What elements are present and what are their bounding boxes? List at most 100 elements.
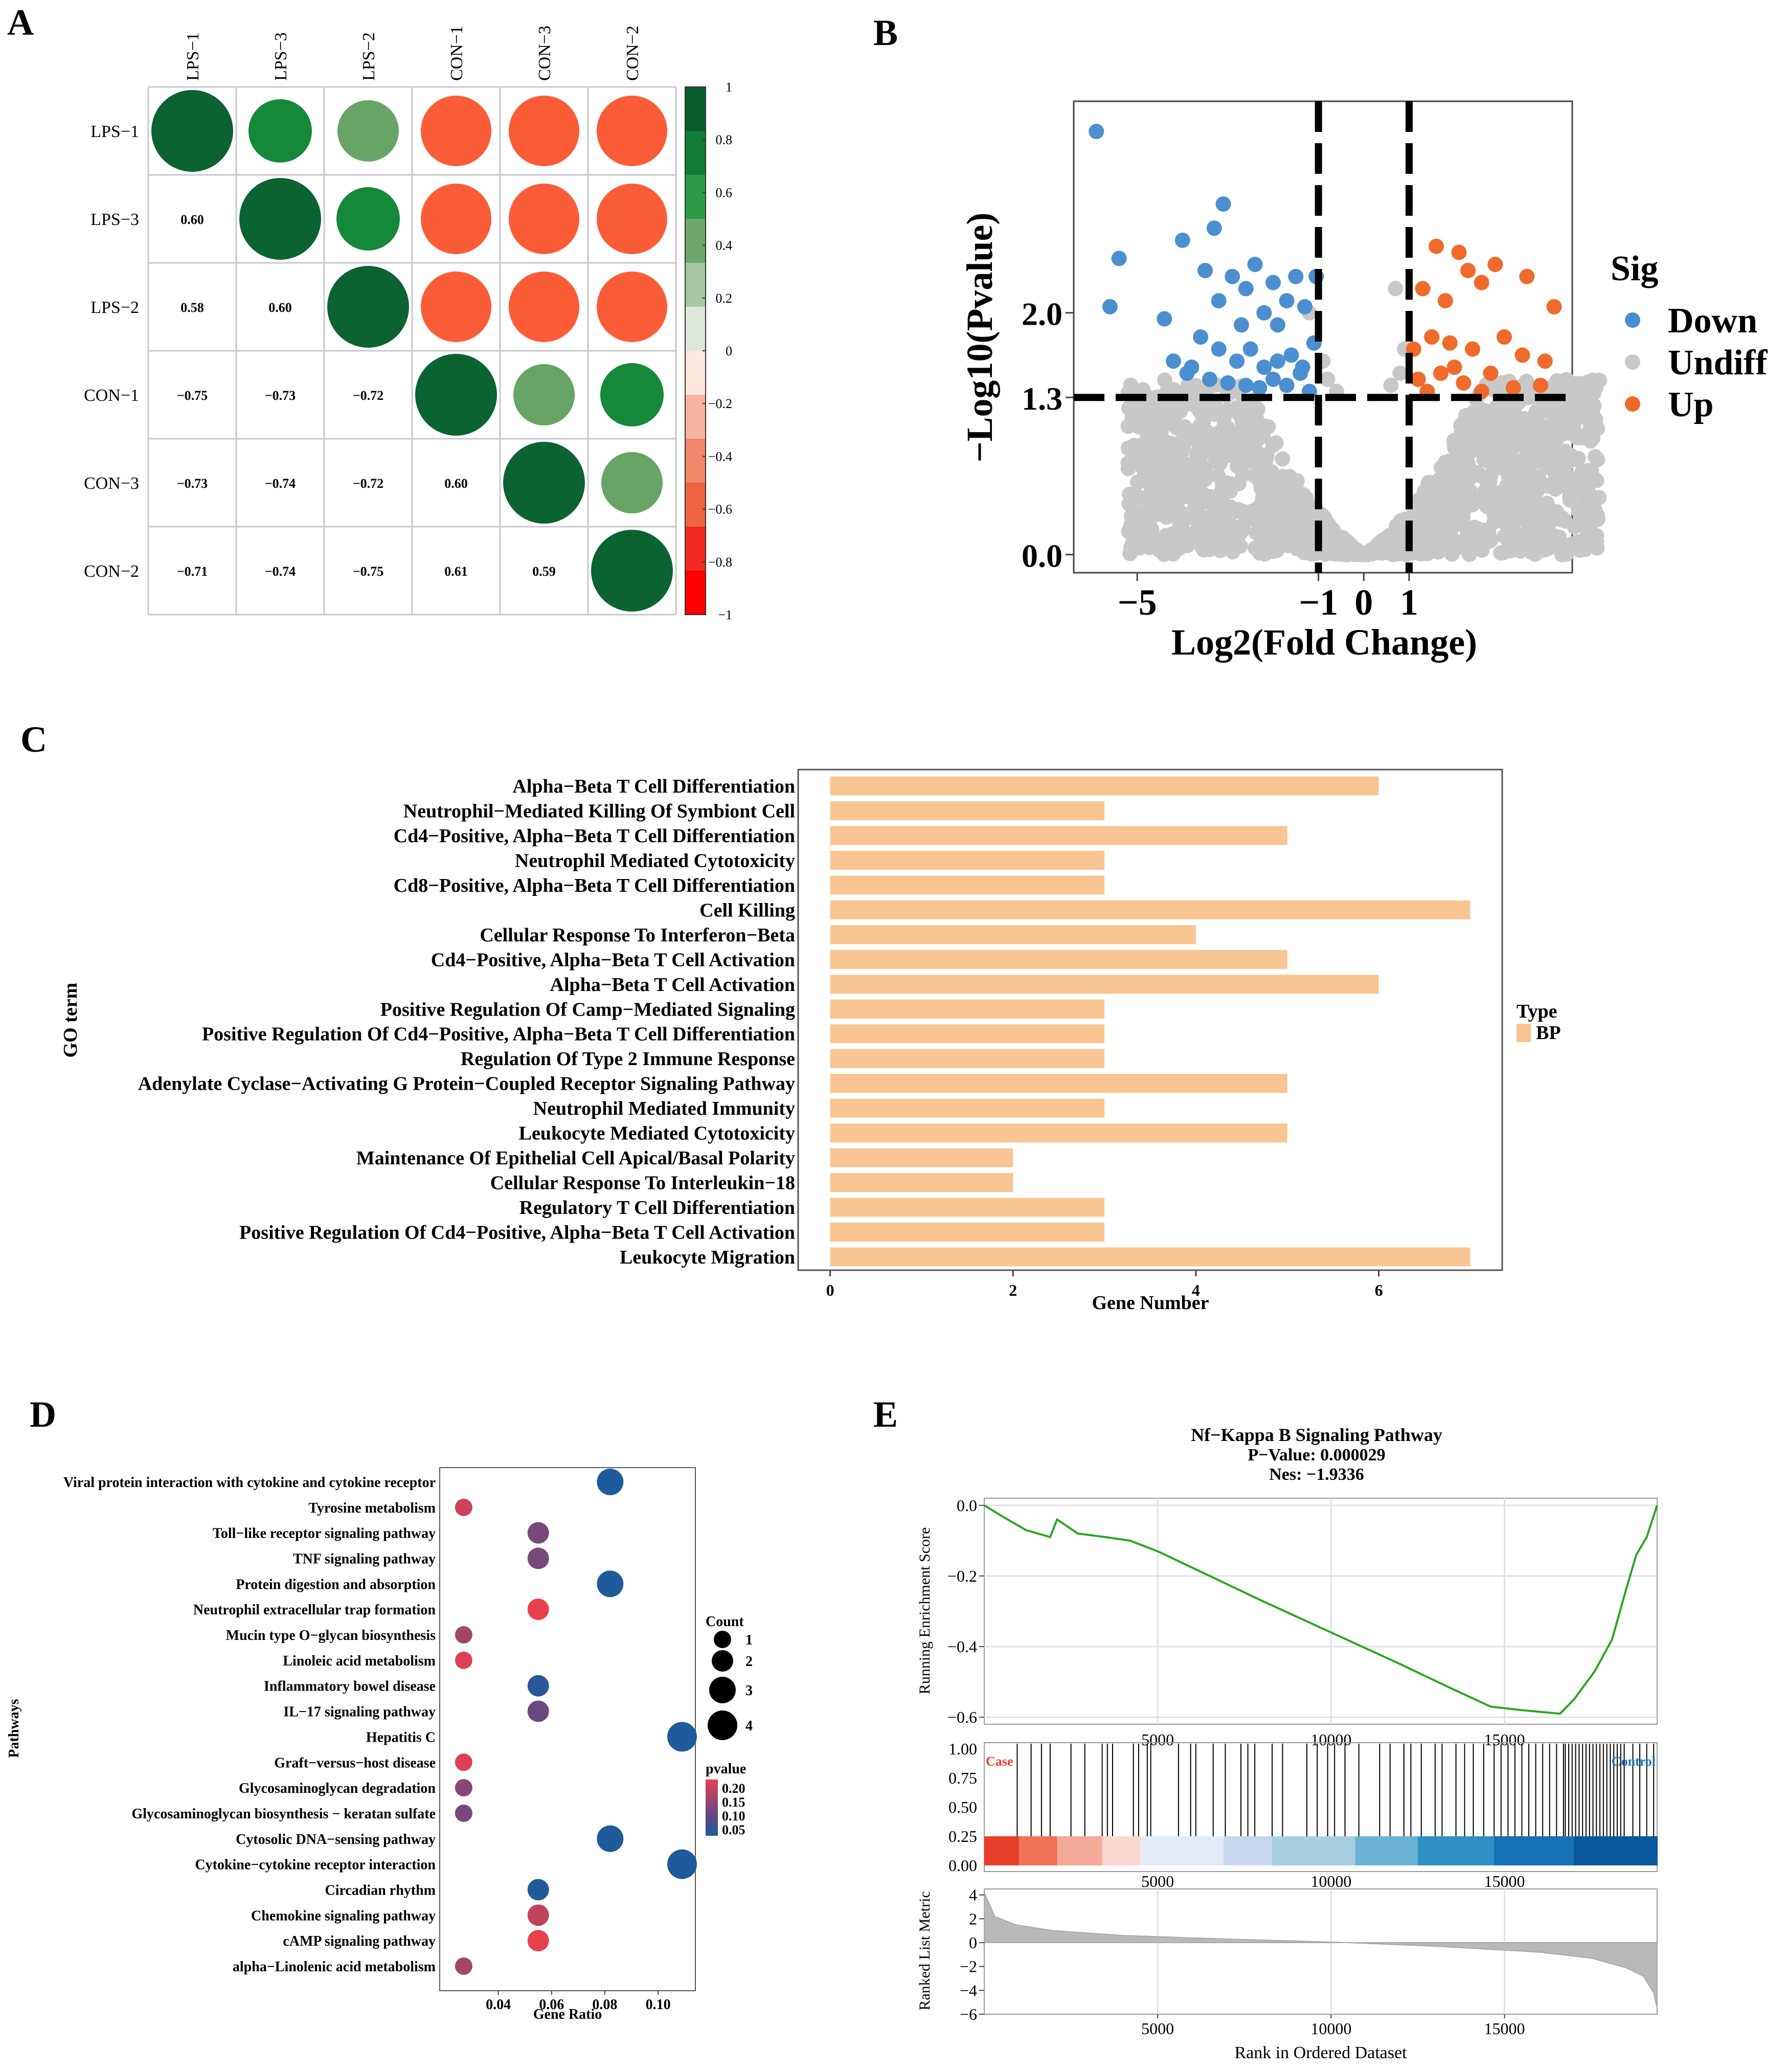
undiff-point [1482, 474, 1498, 490]
go-term-label: Regulatory T Cell Differentiation [519, 1197, 795, 1219]
pathway-dot [455, 1626, 472, 1644]
go-bar [830, 950, 1287, 969]
hits-y-tick-label: 0.75 [948, 1769, 977, 1787]
pvalue-legend-label: 0.20 [722, 1781, 745, 1796]
x-tick-label: 1 [1400, 582, 1418, 623]
pathway-dot [455, 1804, 472, 1822]
undiff-point [1290, 520, 1306, 535]
correlation-circle [421, 96, 491, 166]
undiff-point [1585, 430, 1601, 446]
x-tick-label: 0 [1354, 582, 1373, 623]
es-curve [983, 1504, 1658, 1715]
go-x-tick-label: 6 [1375, 1281, 1383, 1299]
undiff-point [1508, 461, 1524, 477]
es-plot-frame [984, 1498, 1658, 1725]
colorbar-tick-label: −0.6 [708, 502, 732, 517]
undiff-point [1528, 414, 1544, 430]
colorbar-segment [685, 395, 706, 439]
colorbar-segment [685, 439, 706, 483]
colorbar-tick-label: 0.4 [716, 238, 733, 253]
go-bar [830, 975, 1379, 994]
threshold-lines [1074, 101, 1572, 573]
undiff-point [1527, 489, 1543, 505]
hits-plot-frame [984, 1742, 1658, 1872]
es-y-tick-label: −0.6 [947, 1708, 977, 1726]
go-legend-bp: BP [1536, 1022, 1561, 1044]
volcano-axes: −5 −1 0 1 0.0 1.3 2.0 [1022, 296, 1418, 623]
pathway-dot [527, 1904, 549, 1926]
metric-axes: 4 2 0 −2 −4 −6 5000 10000 15000 [960, 1886, 1525, 2038]
undiff-point [1592, 372, 1608, 388]
pathway-dot [527, 1547, 549, 1569]
pathway-dot [455, 1651, 472, 1669]
go-x-tick-label: 2 [1009, 1281, 1017, 1299]
colorbar-segment [685, 571, 706, 615]
go-term-label: Positive Regulation Of Camp−Mediated Sig… [380, 999, 795, 1020]
undiff-point [1172, 512, 1188, 528]
pathway-dot [455, 1957, 472, 1975]
undiff-point [1586, 385, 1602, 401]
undiff-point [1499, 478, 1515, 493]
metric-x-tick-label: 10000 [1310, 2019, 1351, 2038]
count-legend-dot [708, 1710, 737, 1740]
up-point [1497, 329, 1512, 345]
pathway-label: Graft−versus−host disease [274, 1755, 436, 1771]
go-term-label: Positive Regulation Of Cd4−Positive, Alp… [202, 1024, 795, 1045]
go-term-label: Cellular Response To Interleukin−18 [490, 1173, 795, 1194]
correlation-circles [151, 90, 673, 612]
heatbar-segment [1019, 1836, 1058, 1865]
count-legend-label: 1 [745, 1632, 753, 1648]
column-label: CON−3 [535, 26, 554, 81]
colorbar-tick-label: −0.2 [708, 396, 732, 411]
correlation-circle [597, 96, 667, 166]
down-point [1184, 359, 1200, 375]
undiff-point [1510, 425, 1526, 441]
undiff-point [1420, 478, 1436, 493]
x-tick-label: −1 [1299, 582, 1338, 623]
down-point [1220, 375, 1236, 391]
pathway-label: Glycosaminoglycan degradation [239, 1781, 436, 1796]
volcano-x-label: Log2(Fold Change) [1171, 622, 1477, 663]
column-label: CON−2 [623, 26, 642, 81]
pathway-dot [455, 1753, 472, 1771]
go-x-axis: 0 2 4 6 [826, 1270, 1383, 1299]
pvalue-legend-label: 0.05 [722, 1822, 745, 1837]
go-bar [830, 999, 1105, 1019]
legend-down-label: Down [1668, 301, 1757, 341]
correlation-circle [509, 272, 579, 342]
undiff-point [1504, 412, 1520, 427]
undiff-point [1164, 454, 1180, 469]
pathway-label: Mucin type O−glycan biosynthesis [226, 1628, 436, 1643]
undiff-point [1206, 506, 1222, 522]
go-bar [830, 850, 1105, 870]
pvalue-legend-label: 0.10 [722, 1809, 745, 1823]
up-point [1519, 268, 1535, 284]
go-term-label: Cd4−Positive, Alpha−Beta T Cell Activati… [431, 949, 795, 971]
hits-x-tick-label: 15000 [1484, 1872, 1525, 1890]
undiff-point [1569, 537, 1585, 553]
undiff-point [1253, 481, 1269, 497]
go-bar [830, 1098, 1105, 1118]
pathway-dot [597, 1570, 624, 1597]
correlation-circle [509, 96, 579, 166]
undiff-point [1344, 542, 1360, 557]
pathway-label: Hepatitis C [366, 1729, 436, 1745]
undiff-point [1159, 416, 1174, 432]
pathway-label: Inflammatory bowel disease [264, 1679, 436, 1695]
undiff-point [1232, 526, 1248, 542]
undiff-point [1431, 491, 1446, 507]
go-plot-frame [797, 769, 1503, 1271]
pvalue-legend-label: 0.15 [722, 1795, 745, 1810]
colorbar-tick-label: 0.6 [716, 185, 733, 200]
correlation-circle [597, 184, 667, 254]
undiff-point [1560, 379, 1576, 395]
kegg-x-label: Gene Ratio [533, 2007, 602, 2022]
undiff-point [1129, 438, 1145, 454]
pathway-dot [527, 1879, 549, 1901]
pvalue-legend-title: pvalue [706, 1761, 746, 1777]
go-y-label: GO term [60, 983, 81, 1058]
row-label: CON−1 [84, 386, 139, 405]
down-point [1206, 220, 1222, 236]
control-label: Control [1612, 1754, 1656, 1769]
undiff-point [1159, 399, 1174, 415]
